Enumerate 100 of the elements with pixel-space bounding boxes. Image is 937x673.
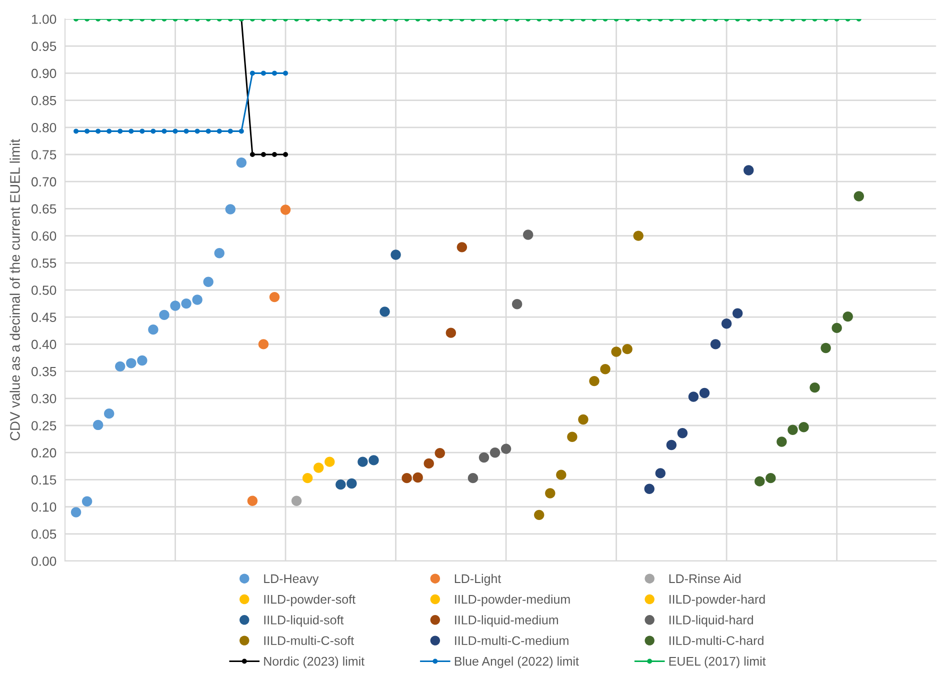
point bbox=[766, 472, 776, 484]
legend-label: LD-Rinse Aid bbox=[669, 574, 740, 584]
legend-label: IILD-multi-C-hard bbox=[670, 636, 764, 646]
y-tick-label: 0.90 bbox=[32, 68, 56, 78]
point bbox=[842, 311, 853, 322]
point bbox=[434, 448, 445, 458]
point bbox=[346, 478, 357, 489]
point bbox=[74, 128, 79, 134]
point bbox=[192, 294, 202, 305]
point bbox=[225, 204, 236, 214]
point bbox=[776, 436, 787, 447]
point bbox=[313, 462, 324, 473]
legend-label: IILD-multi-C-soft bbox=[264, 636, 354, 646]
y-tick-label: 0.05 bbox=[32, 529, 56, 539]
point bbox=[522, 230, 534, 240]
y-tick-label: 0.10 bbox=[32, 502, 56, 512]
y-tick-label: 0.80 bbox=[32, 122, 56, 132]
point bbox=[70, 507, 82, 518]
legend-label: IILD-liquid-soft bbox=[264, 615, 344, 627]
point bbox=[140, 128, 145, 134]
point bbox=[412, 472, 423, 483]
point bbox=[272, 152, 277, 157]
point bbox=[368, 455, 379, 466]
point bbox=[150, 128, 156, 134]
y-tick-label: 0.40 bbox=[32, 340, 56, 350]
point bbox=[82, 496, 92, 506]
legend-label: IILD-powder-soft bbox=[264, 594, 356, 606]
point bbox=[754, 476, 765, 486]
point bbox=[578, 414, 588, 425]
point bbox=[380, 306, 390, 317]
point bbox=[302, 472, 313, 484]
point bbox=[115, 361, 126, 372]
point bbox=[534, 510, 544, 520]
y-tick-label: 0.45 bbox=[32, 312, 56, 322]
point bbox=[236, 158, 247, 168]
point bbox=[424, 458, 434, 469]
y-tick-label: 1.00 bbox=[32, 14, 56, 24]
point bbox=[666, 440, 677, 450]
point bbox=[402, 472, 412, 484]
point bbox=[137, 355, 148, 366]
point bbox=[84, 128, 90, 134]
point bbox=[206, 128, 211, 134]
point bbox=[788, 424, 798, 435]
legend-label: IILD-liquid-hard bbox=[670, 615, 754, 627]
point bbox=[710, 339, 721, 350]
legend-label: IILD-liquid-medium bbox=[455, 615, 558, 627]
point bbox=[283, 152, 288, 157]
point bbox=[258, 339, 269, 350]
y-tick-label: 0.15 bbox=[32, 475, 56, 485]
point bbox=[247, 496, 258, 506]
point bbox=[184, 128, 189, 134]
legend-label: Nordic (2023) limit bbox=[264, 656, 364, 668]
point bbox=[512, 298, 522, 310]
point bbox=[721, 318, 732, 329]
point bbox=[291, 496, 302, 506]
point bbox=[159, 310, 170, 320]
point bbox=[556, 470, 566, 480]
point bbox=[677, 428, 688, 438]
point bbox=[283, 70, 288, 76]
point bbox=[250, 70, 255, 76]
y-tick-label: 0.95 bbox=[32, 42, 56, 52]
y-tick-label: 0.70 bbox=[32, 177, 56, 187]
point bbox=[589, 376, 600, 386]
point bbox=[500, 444, 512, 454]
y-tick-label: 0.30 bbox=[32, 394, 56, 404]
point bbox=[194, 128, 200, 134]
point bbox=[358, 456, 368, 467]
legend-label: IILD-powder-medium bbox=[455, 594, 570, 606]
point bbox=[644, 484, 654, 494]
y-tick-label: 0.20 bbox=[32, 448, 56, 458]
point bbox=[854, 191, 864, 202]
point bbox=[118, 128, 123, 134]
point bbox=[170, 300, 180, 311]
point bbox=[269, 292, 280, 302]
point bbox=[798, 422, 809, 432]
point bbox=[490, 447, 500, 458]
y-tick-label: 0.55 bbox=[32, 258, 56, 268]
point bbox=[148, 324, 158, 335]
point bbox=[732, 308, 743, 318]
point bbox=[272, 70, 277, 76]
point bbox=[832, 322, 842, 334]
legend-label: EUEL (2017) limit bbox=[669, 656, 766, 668]
point bbox=[126, 358, 136, 368]
point bbox=[214, 248, 224, 258]
point bbox=[336, 479, 346, 490]
y-tick-label: 0.50 bbox=[32, 286, 56, 295]
point bbox=[260, 70, 266, 76]
point bbox=[699, 388, 710, 398]
point bbox=[820, 342, 831, 354]
legend-label: LD-Heavy bbox=[264, 574, 319, 586]
point bbox=[390, 250, 401, 260]
point bbox=[744, 165, 754, 176]
y-tick-label: 0.35 bbox=[32, 366, 56, 376]
point bbox=[260, 152, 266, 157]
point bbox=[468, 472, 478, 484]
point bbox=[92, 420, 104, 430]
legend-label: IILD-powder-hard bbox=[670, 594, 765, 606]
point bbox=[633, 230, 644, 241]
y-axis-title: CDV value as a decimal of the current EUEL limit bbox=[10, 139, 20, 440]
point bbox=[446, 328, 456, 338]
